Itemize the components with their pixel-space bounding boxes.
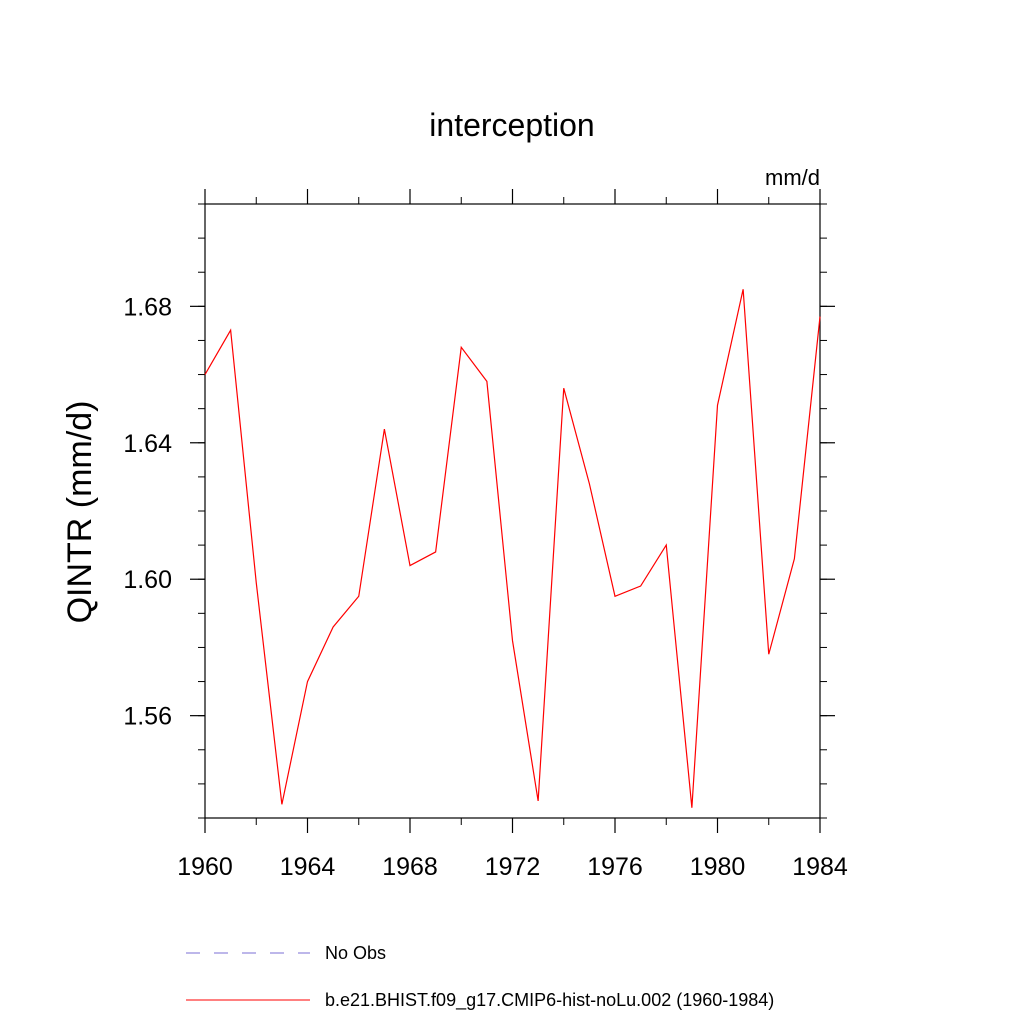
axes: 1960 1964 1968 1972 1976 1980 1984 1.56 1.60 1.64… [123,189,848,881]
x-tick-label: 1984 [792,853,848,881]
x-tick-label: 1976 [587,853,643,881]
y-tick-label: 1.68 [123,293,172,321]
y-tick-label: 1.60 [123,566,172,594]
plot-area [204,289,821,808]
units-label: mm/d [765,165,820,190]
y-axis-label: QINTR (mm/d) [61,401,99,624]
legend: No Obs b.e21.BHIST.f09_g17.CMIP6-hist-noL… [186,943,774,1011]
legend-label: No Obs [325,943,386,963]
legend-label: b.e21.BHIST.f09_g17.CMIP6-hist-noLu.002 … [325,990,774,1011]
x-tick-label: 1972 [485,853,541,881]
series-line [204,289,821,808]
x-tick-label: 1964 [280,853,336,881]
plot-frame [204,203,821,819]
x-tick-label: 1968 [382,853,438,881]
x-tick-label: 1980 [690,853,746,881]
y-tick-label: 1.56 [123,703,172,731]
y-tick-label: 1.64 [123,430,172,458]
x-tick-label: 1960 [177,853,233,881]
chart-title: interception [429,107,594,143]
